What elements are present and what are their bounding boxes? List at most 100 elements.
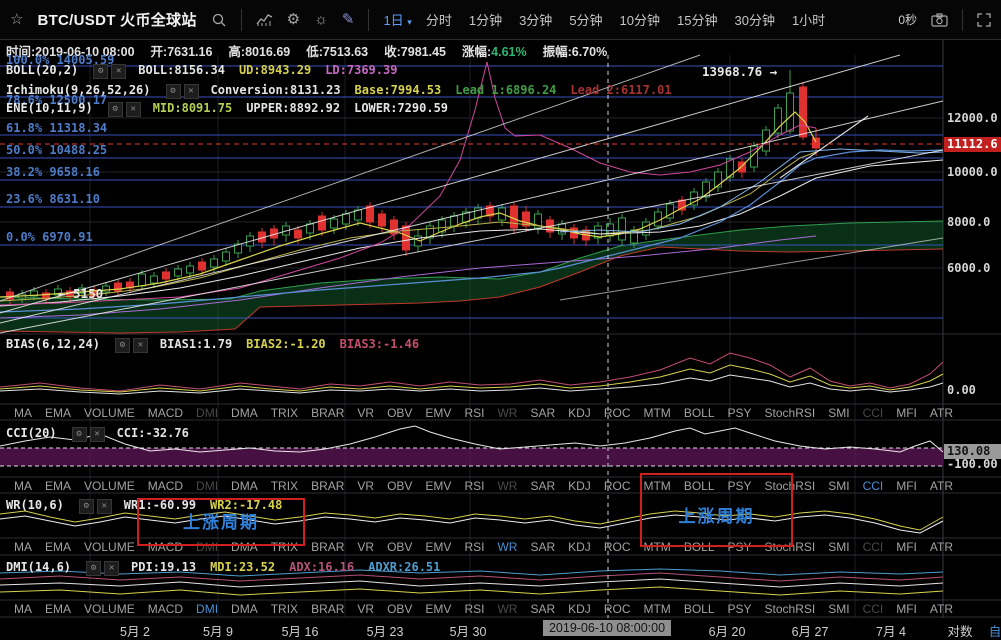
tab-sar-row4[interactable]: SAR	[530, 601, 556, 616]
timeframe-1分钟[interactable]: 1分钟	[468, 13, 503, 28]
tab-smi-row1[interactable]: SMI	[828, 405, 850, 420]
theme-brightness-icon[interactable]: ☼	[314, 11, 328, 28]
tab-dmi-row4[interactable]: DMI	[196, 601, 219, 616]
screenshot-camera-icon[interactable]	[931, 12, 948, 27]
tab-mtm-row1[interactable]: MTM	[643, 405, 671, 420]
tab-volume-row1[interactable]: VOLUME	[84, 405, 135, 420]
log-scale-toggle[interactable]: 对数	[947, 625, 973, 639]
tab-brar-row3[interactable]: BRAR	[311, 539, 345, 554]
tab-rsi-row2[interactable]: RSI	[464, 478, 485, 493]
tab-dmi-row3[interactable]: DMI	[196, 539, 219, 554]
tab-ema-row2[interactable]: EMA	[45, 478, 72, 493]
tab-macd-row1[interactable]: MACD	[147, 405, 184, 420]
tab-brar-row2[interactable]: BRAR	[311, 478, 345, 493]
tab-kdj-row3[interactable]: KDJ	[568, 539, 591, 554]
auto-scale-toggle[interactable]: 自	[988, 625, 1001, 639]
tab-emv-row1[interactable]: EMV	[425, 405, 452, 420]
tab-atr-row3[interactable]: ATR	[929, 539, 954, 554]
tab-ma-row1[interactable]: MA	[14, 405, 32, 420]
fullscreen-icon[interactable]	[977, 12, 991, 27]
tab-boll-row2[interactable]: BOLL	[683, 478, 715, 493]
timeframe-selected[interactable]: 1日 ▾	[383, 13, 412, 28]
tab-dma-row3[interactable]: DMA	[231, 539, 258, 554]
timeframe-3分钟[interactable]: 3分钟	[519, 13, 553, 28]
tab-psy-row4[interactable]: PSY	[727, 601, 752, 616]
tab-wr-row3[interactable]: WR	[497, 539, 518, 554]
tab-mfi-row1[interactable]: MFI	[896, 405, 917, 420]
tab-vr-row2[interactable]: VR	[357, 478, 375, 493]
chart-type-icon[interactable]	[256, 12, 273, 27]
tab-wr-row1[interactable]: WR	[497, 405, 518, 420]
tab-mtm-row2[interactable]: MTM	[643, 478, 671, 493]
tab-stochrsi-row2[interactable]: StochRSI	[764, 478, 816, 493]
tab-ema-row1[interactable]: EMA	[45, 405, 72, 420]
tab-atr-row1[interactable]: ATR	[929, 405, 954, 420]
tab-ema-row4[interactable]: EMA	[45, 601, 72, 616]
tab-psy-row1[interactable]: PSY	[727, 405, 752, 420]
indicator-settings-icon[interactable]: ⚙	[93, 63, 109, 79]
tab-volume-row2[interactable]: VOLUME	[84, 478, 135, 493]
tab-atr-row2[interactable]: ATR	[929, 478, 954, 493]
tab-roc-row4[interactable]: ROC	[603, 601, 631, 616]
indicator-close-icon[interactable]: ✕	[96, 498, 112, 514]
tab-emv-row2[interactable]: EMV	[425, 478, 452, 493]
tab-brar-row1[interactable]: BRAR	[311, 405, 345, 420]
tab-obv-row2[interactable]: OBV	[387, 478, 413, 493]
indicator-settings-icon[interactable]: ⚙	[165, 83, 181, 99]
draw-pencil-icon[interactable]: ✎	[341, 11, 355, 28]
tab-vr-row4[interactable]: VR	[357, 601, 375, 616]
tab-ma-row3[interactable]: MA	[14, 539, 32, 554]
tab-ma-row2[interactable]: MA	[14, 478, 32, 493]
tab-roc-row3[interactable]: ROC	[603, 539, 631, 554]
tab-ma-row4[interactable]: MA	[14, 601, 32, 616]
tab-obv-row1[interactable]: OBV	[387, 405, 413, 420]
tab-boll-row4[interactable]: BOLL	[683, 601, 715, 616]
tab-volume-row3[interactable]: VOLUME	[84, 539, 135, 554]
tab-rsi-row4[interactable]: RSI	[464, 601, 485, 616]
indicator-settings-icon[interactable]: ⚙	[71, 426, 87, 442]
tab-dma-row4[interactable]: DMA	[231, 601, 258, 616]
tab-obv-row4[interactable]: OBV	[387, 601, 413, 616]
timeframe-1小时[interactable]: 1小时	[791, 13, 826, 28]
tab-smi-row3[interactable]: SMI	[828, 539, 850, 554]
tab-emv-row4[interactable]: EMV	[425, 601, 452, 616]
tab-mfi-row3[interactable]: MFI	[896, 539, 917, 554]
tab-cci-row4[interactable]: CCI	[862, 601, 884, 616]
favorite-star-icon[interactable]: ☆	[10, 11, 24, 28]
tab-dmi-row1[interactable]: DMI	[196, 405, 219, 420]
tab-roc-row1[interactable]: ROC	[603, 405, 631, 420]
indicator-close-icon[interactable]: ✕	[183, 83, 199, 99]
tab-macd-row2[interactable]: MACD	[147, 478, 184, 493]
tab-kdj-row1[interactable]: KDJ	[568, 405, 591, 420]
tab-brar-row4[interactable]: BRAR	[311, 601, 345, 616]
tab-smi-row2[interactable]: SMI	[828, 478, 850, 493]
tab-trix-row4[interactable]: TRIX	[270, 601, 299, 616]
tab-macd-row3[interactable]: MACD	[147, 539, 184, 554]
tab-roc-row2[interactable]: ROC	[603, 478, 631, 493]
tab-mfi-row2[interactable]: MFI	[896, 478, 917, 493]
tab-psy-row2[interactable]: PSY	[727, 478, 752, 493]
tab-sar-row1[interactable]: SAR	[530, 405, 556, 420]
tab-vr-row1[interactable]: VR	[357, 405, 375, 420]
timeframe-30分钟[interactable]: 30分钟	[734, 13, 775, 28]
timeframe-10分钟[interactable]: 10分钟	[619, 13, 661, 28]
indicator-settings-icon[interactable]: ⚙	[86, 560, 102, 576]
tab-volume-row4[interactable]: VOLUME	[84, 601, 135, 616]
tab-mfi-row4[interactable]: MFI	[896, 601, 917, 616]
tab-rsi-row3[interactable]: RSI	[464, 539, 485, 554]
search-icon[interactable]	[211, 12, 227, 28]
tab-sar-row3[interactable]: SAR	[530, 539, 556, 554]
tab-kdj-row4[interactable]: KDJ	[568, 601, 591, 616]
tab-ema-row3[interactable]: EMA	[45, 539, 72, 554]
tab-atr-row4[interactable]: ATR	[929, 601, 954, 616]
indicator-close-icon[interactable]: ✕	[104, 560, 120, 576]
tab-stochrsi-row1[interactable]: StochRSI	[764, 405, 816, 420]
tab-mtm-row4[interactable]: MTM	[643, 601, 671, 616]
tab-dmi-row2[interactable]: DMI	[196, 478, 219, 493]
tab-trix-row1[interactable]: TRIX	[270, 405, 299, 420]
tab-stochrsi-row4[interactable]: StochRSI	[764, 601, 816, 616]
timeframe-分时[interactable]: 分时	[425, 13, 452, 28]
tab-smi-row4[interactable]: SMI	[828, 601, 850, 616]
settings-gear-icon[interactable]: ⚙	[286, 11, 301, 28]
tab-rsi-row1[interactable]: RSI	[464, 405, 485, 420]
